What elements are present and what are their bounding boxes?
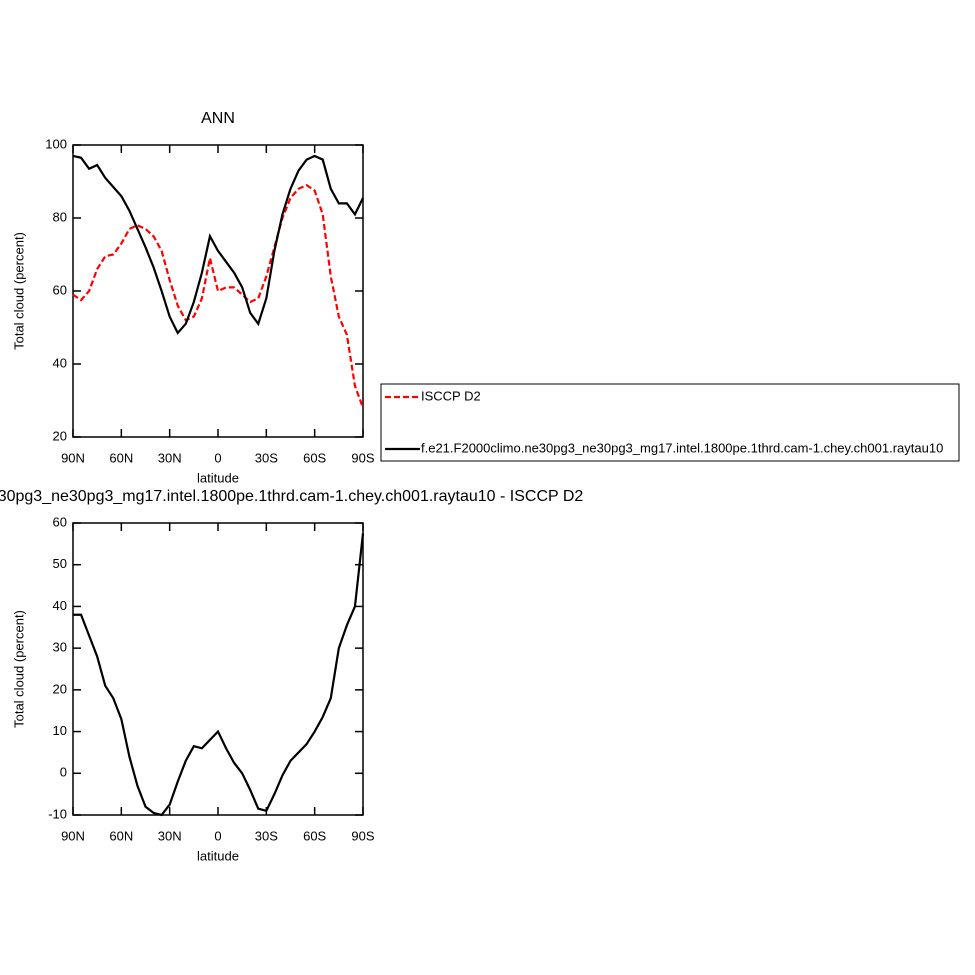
- x-tick-label: 30N: [158, 450, 182, 465]
- chart-title: f.e21.F2000climo.ne30pg3_ne30pg3_mg17.in…: [0, 488, 583, 505]
- x-tick-label: 30S: [255, 828, 278, 843]
- data-line: [72, 183, 365, 409]
- x-axis-label: latitude: [197, 848, 239, 863]
- x-tick-label: 60N: [109, 828, 133, 843]
- data-line: [72, 154, 364, 335]
- chart-title: ANN: [201, 110, 235, 127]
- y-tick-label: 100: [45, 136, 67, 151]
- y-tick-label: 40: [53, 598, 67, 613]
- y-tick-label: 30: [53, 640, 67, 655]
- x-tick-label: 0: [214, 450, 221, 465]
- y-axis-label: Total cloud (percent): [11, 232, 26, 350]
- x-tick-label: 90N: [61, 450, 85, 465]
- data-line: [73, 533, 365, 817]
- y-tick-label: 50: [53, 556, 67, 571]
- x-tick-label: 60S: [303, 828, 326, 843]
- legend-label: f.e21.F2000climo.ne30pg3_ne30pg3_mg17.in…: [421, 440, 943, 455]
- x-tick-label: 90S: [351, 450, 374, 465]
- x-tick-label: 60S: [303, 450, 326, 465]
- x-tick-label: 90S: [351, 828, 374, 843]
- y-tick-label: 10: [53, 723, 67, 738]
- y-tick-label: -10: [48, 806, 67, 821]
- y-tick-label: 80: [53, 209, 67, 224]
- y-tick-label: 40: [53, 355, 67, 370]
- y-tick-label: 0: [60, 765, 67, 780]
- legend-label: ISCCP D2: [421, 388, 481, 403]
- x-tick-label: 90N: [61, 828, 85, 843]
- y-tick-label: 20: [53, 681, 67, 696]
- x-tick-label: 60N: [109, 450, 133, 465]
- x-tick-label: 30S: [255, 450, 278, 465]
- plot-frame: [72, 144, 364, 438]
- legend-box: [380, 383, 960, 462]
- x-axis-label: latitude: [197, 470, 239, 485]
- x-tick-label: 30N: [158, 828, 182, 843]
- y-tick-label: 60: [53, 514, 67, 529]
- y-tick-label: 20: [53, 428, 67, 443]
- x-tick-label: 0: [214, 828, 221, 843]
- y-tick-label: 60: [53, 282, 67, 297]
- plot-frame: [72, 522, 364, 816]
- y-axis-label: Total cloud (percent): [11, 610, 26, 728]
